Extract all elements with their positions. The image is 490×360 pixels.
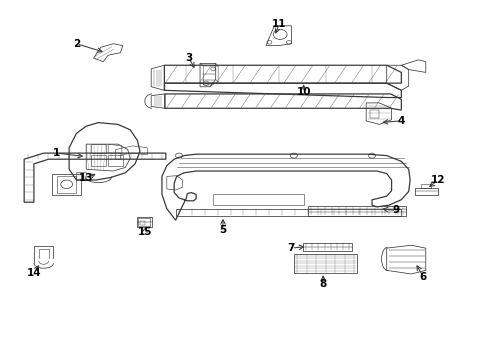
Text: 3: 3 <box>185 53 193 63</box>
Text: 12: 12 <box>431 175 445 185</box>
Text: 9: 9 <box>393 206 400 216</box>
Text: 6: 6 <box>420 272 427 282</box>
Text: 7: 7 <box>288 243 295 253</box>
Text: 10: 10 <box>296 87 311 97</box>
Text: 1: 1 <box>53 148 60 158</box>
Text: 4: 4 <box>398 116 405 126</box>
Text: 14: 14 <box>26 268 41 278</box>
Text: 8: 8 <box>319 279 327 289</box>
Text: 13: 13 <box>79 173 94 183</box>
Text: 15: 15 <box>138 227 152 237</box>
Text: 2: 2 <box>73 39 80 49</box>
Text: 11: 11 <box>272 19 287 29</box>
Text: 5: 5 <box>220 225 227 235</box>
